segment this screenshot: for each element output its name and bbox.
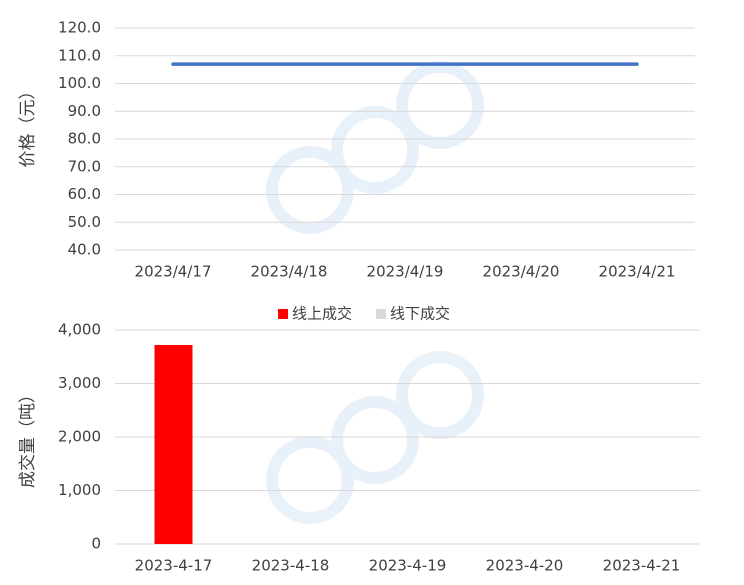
legend-swatch xyxy=(376,309,386,319)
x-tick-label: 2023/4/20 xyxy=(483,263,560,281)
legend-label: 线下成交 xyxy=(390,305,450,323)
x-tick-label: 2023-4-19 xyxy=(369,557,447,575)
x-tick-label: 2023-4-18 xyxy=(252,557,330,575)
legend-swatch xyxy=(278,309,288,319)
y-tick-label: 60.0 xyxy=(68,185,101,203)
x-tick-label: 2023/4/17 xyxy=(135,263,212,281)
y-tick-label: 3,000 xyxy=(58,374,101,392)
y-tick-label: 100.0 xyxy=(58,74,101,92)
y-axis-label: 价格（元） xyxy=(18,83,38,168)
x-tick-label: 2023/4/18 xyxy=(251,263,328,281)
x-tick-label: 2023/4/21 xyxy=(599,263,676,281)
y-tick-label: 70.0 xyxy=(68,157,101,175)
watermark xyxy=(266,61,484,524)
y-tick-label: 50.0 xyxy=(68,213,101,231)
x-tick-label: 2023-4-17 xyxy=(135,557,213,575)
bar xyxy=(154,344,193,544)
y-tick-label: 0 xyxy=(91,535,101,553)
y-tick-label: 40.0 xyxy=(68,241,101,259)
y-tick-label: 110.0 xyxy=(58,46,101,64)
y-tick-label: 2,000 xyxy=(58,428,101,446)
y-axis-label: 成交量（吨） xyxy=(18,386,38,488)
x-tick-label: 2023/4/19 xyxy=(367,263,444,281)
y-tick-label: 4,000 xyxy=(58,321,101,339)
y-tick-label: 90.0 xyxy=(68,102,101,120)
x-tick-label: 2023-4-21 xyxy=(603,557,681,575)
y-tick-label: 1,000 xyxy=(58,481,101,499)
y-tick-label: 120.0 xyxy=(58,19,101,37)
legend-label: 线上成交 xyxy=(292,305,352,323)
x-tick-label: 2023-4-20 xyxy=(486,557,564,575)
y-tick-label: 80.0 xyxy=(68,130,101,148)
